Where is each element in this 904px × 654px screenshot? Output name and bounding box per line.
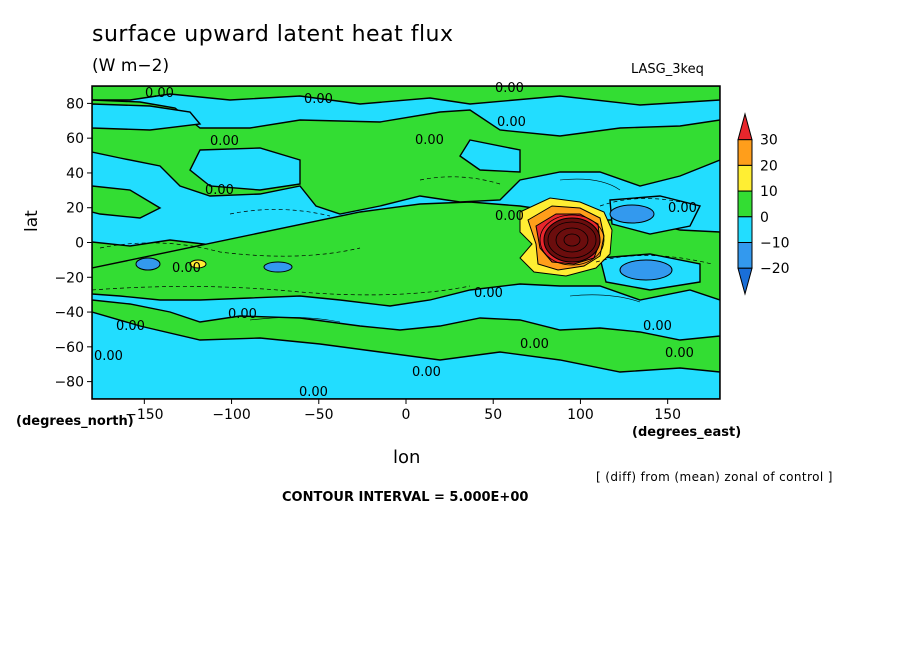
- colorbar-label: 0: [760, 210, 769, 226]
- contour-label: 0.00: [172, 261, 201, 276]
- x-axis: −150 −100 −50 0 50 100 150: [125, 399, 681, 423]
- x-tick-label: −50: [304, 407, 334, 423]
- contour-label: 0.00: [497, 115, 526, 130]
- x-tick-label: −100: [212, 407, 250, 423]
- x-tick-label: 50: [484, 407, 502, 423]
- y-tick-label: −40: [54, 305, 84, 321]
- colorbar: 30 20 10 0 −10 −20: [737, 112, 790, 296]
- contour-label: 0.00: [205, 183, 234, 198]
- chart-units: (W m−2): [92, 56, 170, 76]
- colorbar-segment: [737, 216, 753, 244]
- contour-label: 0.00: [474, 286, 503, 301]
- positive-contours: [249, 178, 641, 323]
- y-tick-label: −60: [54, 340, 84, 356]
- contour-label: 0.00: [643, 319, 672, 334]
- colorbar-label: −10: [760, 236, 790, 252]
- minimum-regions: [135, 204, 673, 281]
- x-tick-label: 0: [402, 407, 411, 423]
- y-tick-label: 0: [75, 236, 84, 252]
- contour-label: 0.00: [304, 92, 333, 107]
- contour-interval-text: CONTOUR INTERVAL = 5.000E+00: [282, 490, 529, 505]
- contour-labels: 0.00 0.00 0.00 0.00 0.00 0.00 0.00 0.00 …: [94, 81, 697, 400]
- colorbar-segment: [737, 242, 753, 269]
- y-tick-label: −80: [54, 375, 84, 391]
- colorbar-label: 10: [760, 184, 778, 200]
- colorbar-label: 30: [760, 133, 778, 149]
- y-tick-label: −20: [54, 270, 84, 286]
- colorbar-label: 20: [760, 158, 778, 174]
- y-axis-unit-label: (degrees_north): [16, 414, 134, 429]
- colorbar-segment: [737, 190, 753, 218]
- contour-label: 0.00: [210, 134, 239, 149]
- y-tick-label: 20: [66, 201, 84, 217]
- x-tick-label: 150: [654, 407, 681, 423]
- maximum-region: [519, 197, 613, 277]
- contour-label: 0.00: [495, 209, 524, 224]
- contour-label: 0.00: [412, 365, 441, 380]
- y-tick-label: 60: [66, 131, 84, 147]
- x-axis-label: lon: [393, 447, 421, 468]
- dataset-label: LASG_3keq: [631, 62, 704, 77]
- contour-label: 0.00: [94, 349, 123, 364]
- colorbar-label: −20: [760, 261, 790, 277]
- colorbar-top-triangle: [737, 112, 753, 141]
- contour-label: 0.00: [116, 319, 145, 334]
- contour-label: 0.00: [520, 337, 549, 352]
- negative-regions: [92, 103, 720, 399]
- x-axis-unit-label: (degrees_east): [632, 425, 742, 440]
- y-tick-label: 80: [66, 96, 84, 112]
- contour-label: 0.00: [665, 346, 694, 361]
- contour-label: 0.00: [668, 201, 697, 216]
- colorbar-bottom-triangle: [737, 267, 753, 296]
- contour-label: 0.00: [299, 385, 328, 400]
- difference-note: [ (diff) from (mean) zonal of control ]: [596, 470, 833, 484]
- colorbar-segment: [737, 139, 753, 166]
- negative-contours: [92, 176, 713, 296]
- contour-label: 0.00: [415, 133, 444, 148]
- x-tick-label: −150: [125, 407, 163, 423]
- contour-label: 0.00: [145, 86, 174, 101]
- map-field: [92, 86, 720, 399]
- contour-label: 0.00: [228, 307, 257, 322]
- colorbar-segment: [737, 164, 753, 192]
- y-axis: −80 −60 −40 −20 0 20 40 60 80: [54, 96, 92, 391]
- x-tick-label: 100: [567, 407, 594, 423]
- contour-label: 0.00: [495, 81, 524, 96]
- positive-spot: [189, 259, 207, 269]
- y-tick-label: 40: [66, 166, 84, 182]
- chart-title: surface upward latent heat flux: [92, 22, 454, 47]
